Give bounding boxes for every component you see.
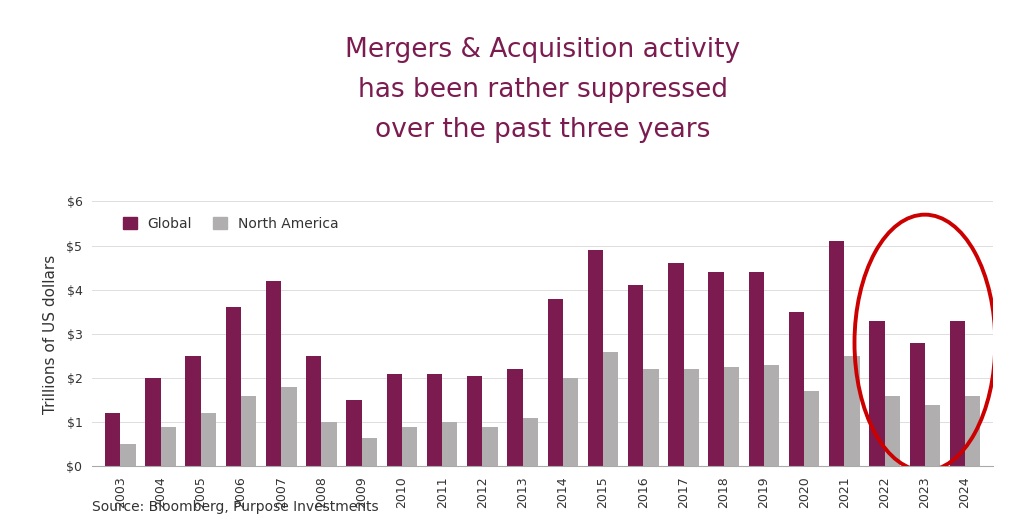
Text: over the past three years: over the past three years <box>375 117 711 143</box>
Bar <box>185 356 201 466</box>
Bar <box>225 307 241 466</box>
Bar <box>145 378 161 466</box>
Bar <box>361 438 377 466</box>
Bar <box>387 374 401 466</box>
Bar <box>563 378 579 466</box>
Bar <box>628 285 643 466</box>
Bar <box>442 422 458 466</box>
Bar <box>467 376 482 466</box>
Bar <box>804 391 819 466</box>
Bar <box>669 263 684 466</box>
Bar <box>829 241 845 466</box>
Bar <box>925 404 940 466</box>
Bar <box>885 396 900 466</box>
Bar <box>322 422 337 466</box>
Bar <box>241 396 256 466</box>
Bar <box>588 250 603 466</box>
Text: Mergers & Acquisition activity: Mergers & Acquisition activity <box>345 37 740 63</box>
Bar <box>522 418 538 466</box>
Bar <box>709 272 724 466</box>
Bar <box>121 444 135 466</box>
Bar <box>201 413 216 466</box>
Bar <box>965 396 980 466</box>
Bar <box>643 369 658 466</box>
Text: has been rather suppressed: has been rather suppressed <box>357 77 728 103</box>
Bar <box>724 367 739 466</box>
Bar <box>603 351 618 466</box>
Bar <box>950 321 965 466</box>
Bar <box>266 281 282 466</box>
Bar <box>869 321 885 466</box>
Bar <box>684 369 698 466</box>
Bar <box>427 374 442 466</box>
Y-axis label: Trillions of US dollars: Trillions of US dollars <box>43 254 58 413</box>
Bar <box>548 298 563 466</box>
Legend: Global, North America: Global, North America <box>117 211 344 236</box>
Text: Source: Bloomberg, Purpose Investments: Source: Bloomberg, Purpose Investments <box>92 500 379 514</box>
Bar <box>306 356 322 466</box>
Bar <box>845 356 860 466</box>
Bar <box>749 272 764 466</box>
Bar <box>909 343 925 466</box>
Bar <box>346 400 361 466</box>
Bar <box>401 427 417 466</box>
Bar <box>482 427 498 466</box>
Bar <box>764 365 779 466</box>
Bar <box>282 387 297 466</box>
Bar <box>788 312 804 466</box>
Bar <box>105 413 121 466</box>
Bar <box>507 369 522 466</box>
Bar <box>161 427 176 466</box>
